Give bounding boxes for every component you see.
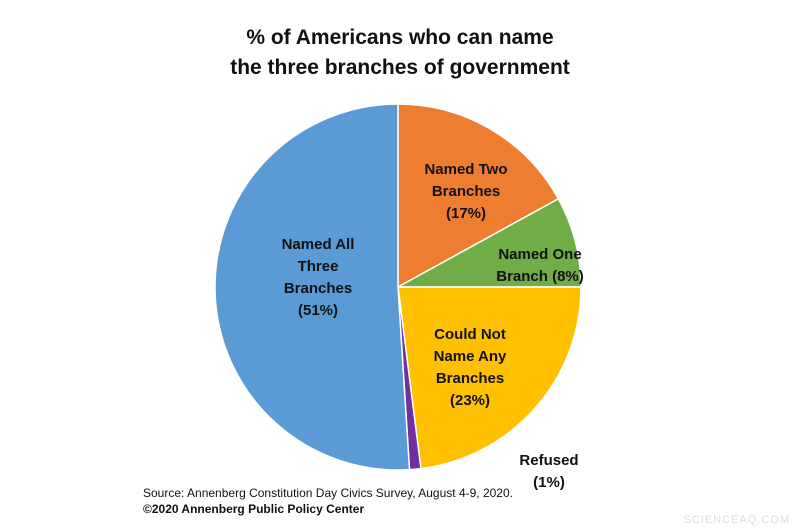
value-label: (17%) — [445, 205, 486, 222]
chart-title: % of Americans who can name — [246, 26, 554, 49]
slice-label: Could Not Name Any Branches (23%) — [414, 324, 526, 412]
slice-label: Named Two Branches (17%) — [416, 159, 516, 225]
category-label: Refused — [519, 452, 579, 469]
chart-title: the three branches of government — [230, 56, 570, 79]
pie-slice — [214, 103, 411, 471]
value-label: (1%) — [533, 474, 565, 491]
category-label: Named Two Branches — [424, 161, 508, 200]
value-label: (51%) — [297, 302, 338, 319]
pie-slice — [397, 103, 560, 289]
slice-label: Named All Three Branches (51%) — [273, 234, 363, 322]
pie-slice — [397, 197, 582, 288]
value-label: (8%) — [552, 268, 584, 285]
pie-slice — [397, 286, 582, 470]
watermark: SCIENCEAQ.COM — [683, 514, 790, 526]
category-label: Could Not Name Any Branches — [433, 326, 507, 387]
category-label: Named One Branch — [496, 246, 582, 285]
slice-label: Named One Branch (8%) — [494, 244, 586, 288]
value-label: (23%) — [449, 392, 490, 409]
source-note: Source: Annenberg Constitution Day Civic… — [143, 486, 513, 500]
slice-label: Refused (1%) — [509, 450, 589, 494]
category-label: Named All Three Branches — [281, 236, 355, 297]
copyright: ©2020 Annenberg Public Policy Center — [143, 502, 365, 516]
